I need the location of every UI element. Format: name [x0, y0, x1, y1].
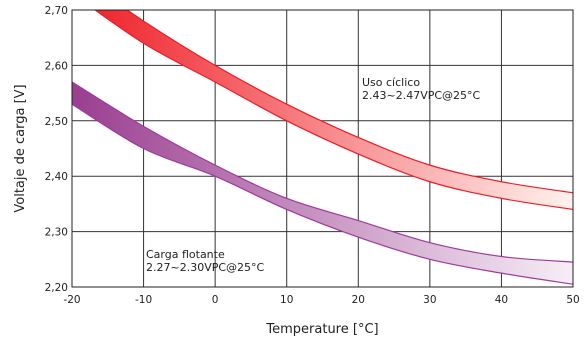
y-tick-label: 2,60	[45, 60, 68, 72]
carga-flotante-band	[72, 82, 573, 285]
x-tick-label: -10	[135, 294, 152, 306]
carga-flotante-annotation: Carga flotante	[146, 248, 225, 261]
tick-labels: -20 -10 0 10 20 30 40 50 2,20 2,30 2,40 2,50 2,60 2,7…	[45, 5, 580, 306]
plot-frame	[71, 9, 574, 288]
y-tick-label: 2,30	[45, 227, 68, 239]
carga-flotante-annotation: 2.27~2.30VPC@25°C	[146, 261, 265, 274]
uso-c-clico-lower-line	[94, 10, 573, 211]
x-tick-label: 50	[566, 294, 579, 306]
x-tick-label: 30	[423, 294, 436, 306]
y-tick-label: 2,70	[45, 5, 68, 17]
uso-c-clico-band	[95, 10, 573, 210]
series-bands	[72, 10, 573, 285]
carga-flotante-lower-line	[72, 103, 573, 285]
x-tick-label: 0	[212, 294, 219, 306]
y-tick-label: 2,50	[45, 116, 68, 128]
uso-c-clico-upper-line	[126, 10, 573, 194]
uso-c-clico-annotation: Uso cíclico	[362, 76, 420, 89]
carga-flotante-upper-line	[72, 81, 573, 263]
x-tick-label: 10	[280, 294, 293, 306]
x-axis-label: Temperature [°C]	[265, 322, 378, 337]
x-tick-label: -20	[63, 294, 80, 306]
x-tick-label: 20	[352, 294, 365, 306]
x-tick-label: 40	[495, 294, 508, 306]
y-tick-label: 2,40	[45, 171, 68, 183]
uso-c-clico-annotation: 2.43~2.47VPC@25°C	[362, 89, 481, 102]
y-axis-label: Voltaje de carga [V]	[13, 84, 28, 212]
y-tick-label: 2,20	[45, 282, 68, 294]
